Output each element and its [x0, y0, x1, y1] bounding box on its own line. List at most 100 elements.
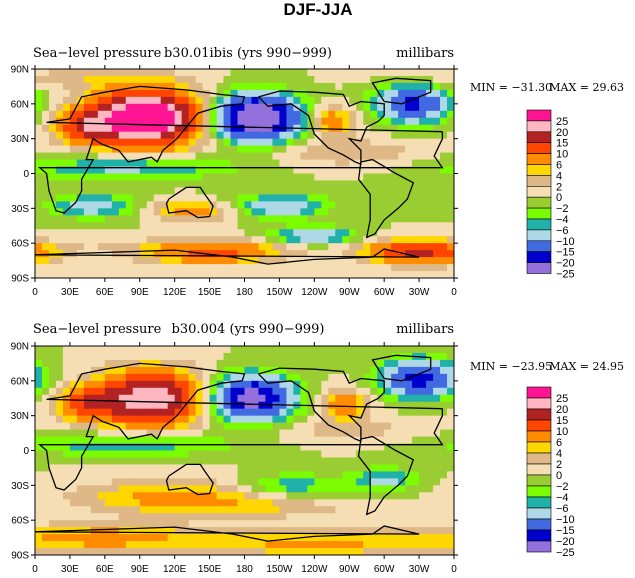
field-cell: [377, 152, 385, 161]
field-cell: [314, 138, 322, 147]
field-cell: [118, 541, 127, 549]
field-cell: [398, 271, 406, 279]
field-cell: [76, 229, 85, 237]
field-cell: [398, 464, 406, 472]
field-cell: [153, 124, 162, 133]
field-cell: [370, 180, 378, 188]
field-cell: [412, 366, 420, 375]
field-cell: [41, 471, 50, 479]
field-cell: [328, 541, 336, 549]
field-cell: [160, 75, 169, 84]
field-cell: [195, 82, 204, 91]
field-cell: [349, 436, 357, 445]
field-cell: [202, 89, 211, 98]
field-cell: [146, 89, 155, 98]
field-cell: [97, 110, 106, 119]
field-cell: [363, 499, 371, 507]
field-cell: [419, 541, 427, 549]
field-cell: [244, 117, 252, 126]
field-cell: [307, 131, 315, 140]
field-cell: [377, 534, 385, 542]
field-cell: [153, 145, 162, 154]
field-cell: [230, 236, 239, 244]
field-cell: [69, 271, 78, 279]
field-cell: [377, 492, 385, 500]
field-cell: [398, 229, 406, 237]
field-cell: [377, 471, 385, 479]
field-cell: [41, 401, 50, 410]
field-cell: [209, 250, 218, 258]
field-cell: [111, 187, 120, 195]
field-cell: [55, 236, 64, 244]
field-cell: [307, 222, 315, 230]
field-cell: [398, 166, 406, 174]
field-cell: [377, 485, 385, 493]
field-cell: [293, 513, 301, 521]
field-cell: [104, 492, 113, 500]
field-cell: [35, 346, 43, 354]
field-cell: [370, 229, 378, 237]
panel-1-colorbar-box: [526, 131, 552, 144]
field-cell: [377, 450, 385, 458]
field-cell: [202, 352, 211, 361]
field-cell: [76, 82, 85, 91]
field-cell: [258, 69, 266, 77]
field-cell: [97, 394, 106, 403]
field-cell: [167, 222, 176, 230]
field-cell: [181, 180, 190, 188]
field-cell: [223, 187, 232, 195]
field-cell: [328, 173, 336, 181]
field-cell: [69, 443, 78, 451]
panel-2-colorbar-label: −4: [556, 492, 569, 504]
field-cell: [433, 408, 441, 417]
field-cell: [419, 271, 427, 279]
field-cell: [188, 429, 197, 438]
field-cell: [356, 373, 364, 382]
field-cell: [181, 478, 190, 486]
field-cell: [300, 541, 308, 549]
field-cell: [35, 173, 43, 181]
field-cell: [405, 359, 413, 368]
field-cell: [363, 159, 371, 168]
field-cell: [300, 138, 308, 147]
field-cell: [35, 96, 43, 105]
field-cell: [279, 103, 287, 112]
field-cell: [209, 436, 218, 445]
field-cell: [384, 215, 392, 223]
field-cell: [69, 548, 78, 556]
field-cell: [125, 145, 134, 154]
field-cell: [230, 429, 239, 438]
field-cell: [139, 478, 148, 486]
field-cell: [139, 117, 148, 126]
field-cell: [97, 513, 106, 521]
field-cell: [405, 415, 413, 424]
field-cell: [97, 352, 106, 361]
field-cell: [377, 457, 385, 465]
field-cell: [286, 69, 294, 77]
field-cell: [174, 110, 183, 119]
field-cell: [405, 506, 413, 514]
field-cell: [202, 436, 211, 445]
field-cell: [111, 229, 120, 237]
field-cell: [167, 82, 176, 91]
y-tick-label: 60N: [11, 376, 29, 387]
field-cell: [35, 422, 43, 431]
field-cell: [160, 436, 169, 445]
field-cell: [76, 450, 85, 458]
field-cell: [230, 527, 239, 535]
field-cell: [286, 201, 294, 209]
field-cell: [216, 499, 225, 507]
field-cell: [447, 271, 455, 279]
field-cell: [398, 394, 406, 403]
field-cell: [216, 366, 225, 375]
field-cell: [440, 69, 448, 77]
field-cell: [41, 124, 50, 133]
field-cell: [279, 187, 287, 195]
field-cell: [195, 464, 204, 472]
field-cell: [118, 180, 127, 188]
field-cell: [363, 89, 371, 98]
field-cell: [125, 82, 134, 91]
field-cell: [356, 243, 364, 251]
